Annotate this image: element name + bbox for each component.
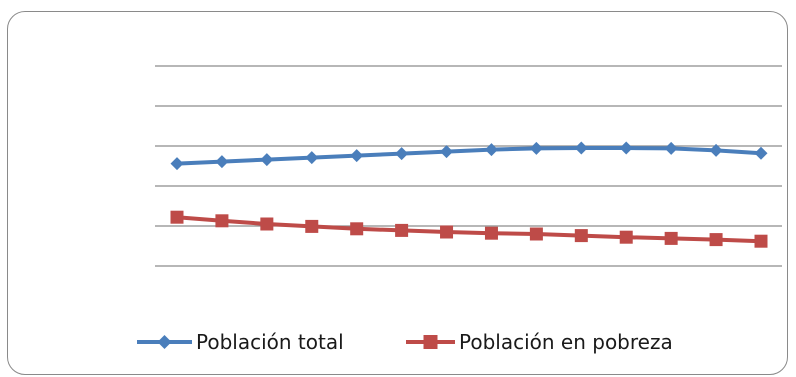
data-point [395, 147, 409, 161]
legend-marker [423, 335, 438, 349]
data-point [709, 143, 723, 157]
data-point [170, 210, 184, 224]
legend-label: Población en pobreza [459, 330, 673, 354]
data-point [574, 229, 588, 243]
data-point [260, 217, 274, 231]
data-point [574, 141, 588, 155]
data-point [350, 222, 364, 236]
data-point [754, 146, 768, 160]
legend-marker [157, 335, 172, 349]
data-point [440, 225, 454, 239]
data-point [754, 234, 768, 248]
data-point [484, 143, 498, 157]
series-1 [170, 141, 768, 171]
data-point [529, 227, 543, 241]
data-point [619, 141, 633, 155]
series-line [176, 146, 762, 166]
data-point [529, 141, 543, 155]
data-point [305, 219, 319, 233]
data-point [484, 226, 498, 240]
legend: Población total Población en pobreza [137, 330, 673, 354]
gridlines [155, 65, 782, 267]
data-point [440, 145, 454, 159]
chart-frame [7, 11, 788, 375]
data-point [664, 141, 678, 155]
series-layer [170, 141, 768, 248]
data-point [305, 151, 319, 165]
data-point [215, 155, 229, 169]
legend-entry: Población total [137, 330, 344, 354]
data-point [260, 153, 274, 167]
data-point [664, 231, 678, 245]
data-point [619, 230, 633, 244]
data-point [395, 223, 409, 237]
legend-entry: Población en pobreza [406, 330, 673, 354]
data-point [709, 233, 723, 247]
data-point [350, 149, 364, 163]
series-2 [170, 210, 768, 248]
legend-label: Población total [196, 330, 344, 354]
data-point [215, 214, 229, 228]
data-point [170, 157, 184, 171]
series-line [176, 215, 762, 244]
